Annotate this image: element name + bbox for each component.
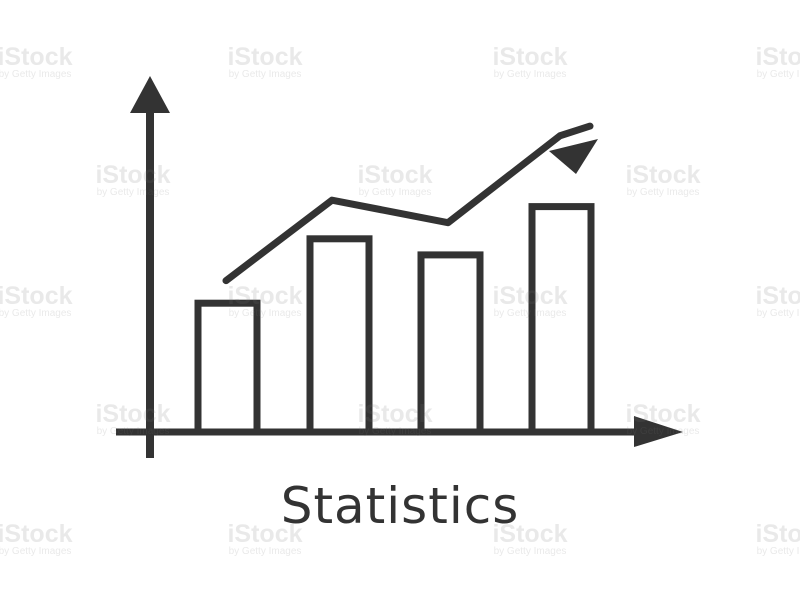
chart-bar xyxy=(194,299,261,436)
y-axis-arrowhead xyxy=(130,76,170,113)
chart-bar xyxy=(528,203,595,436)
icon-caption: Statistics xyxy=(280,477,520,535)
trend-line xyxy=(222,122,594,285)
chart-bar xyxy=(306,235,373,436)
chart-bars xyxy=(194,203,595,436)
chart-trend xyxy=(222,122,598,285)
chart-bar xyxy=(417,251,484,436)
trend-arrowhead xyxy=(549,139,598,174)
x-axis-arrowhead xyxy=(634,416,683,447)
